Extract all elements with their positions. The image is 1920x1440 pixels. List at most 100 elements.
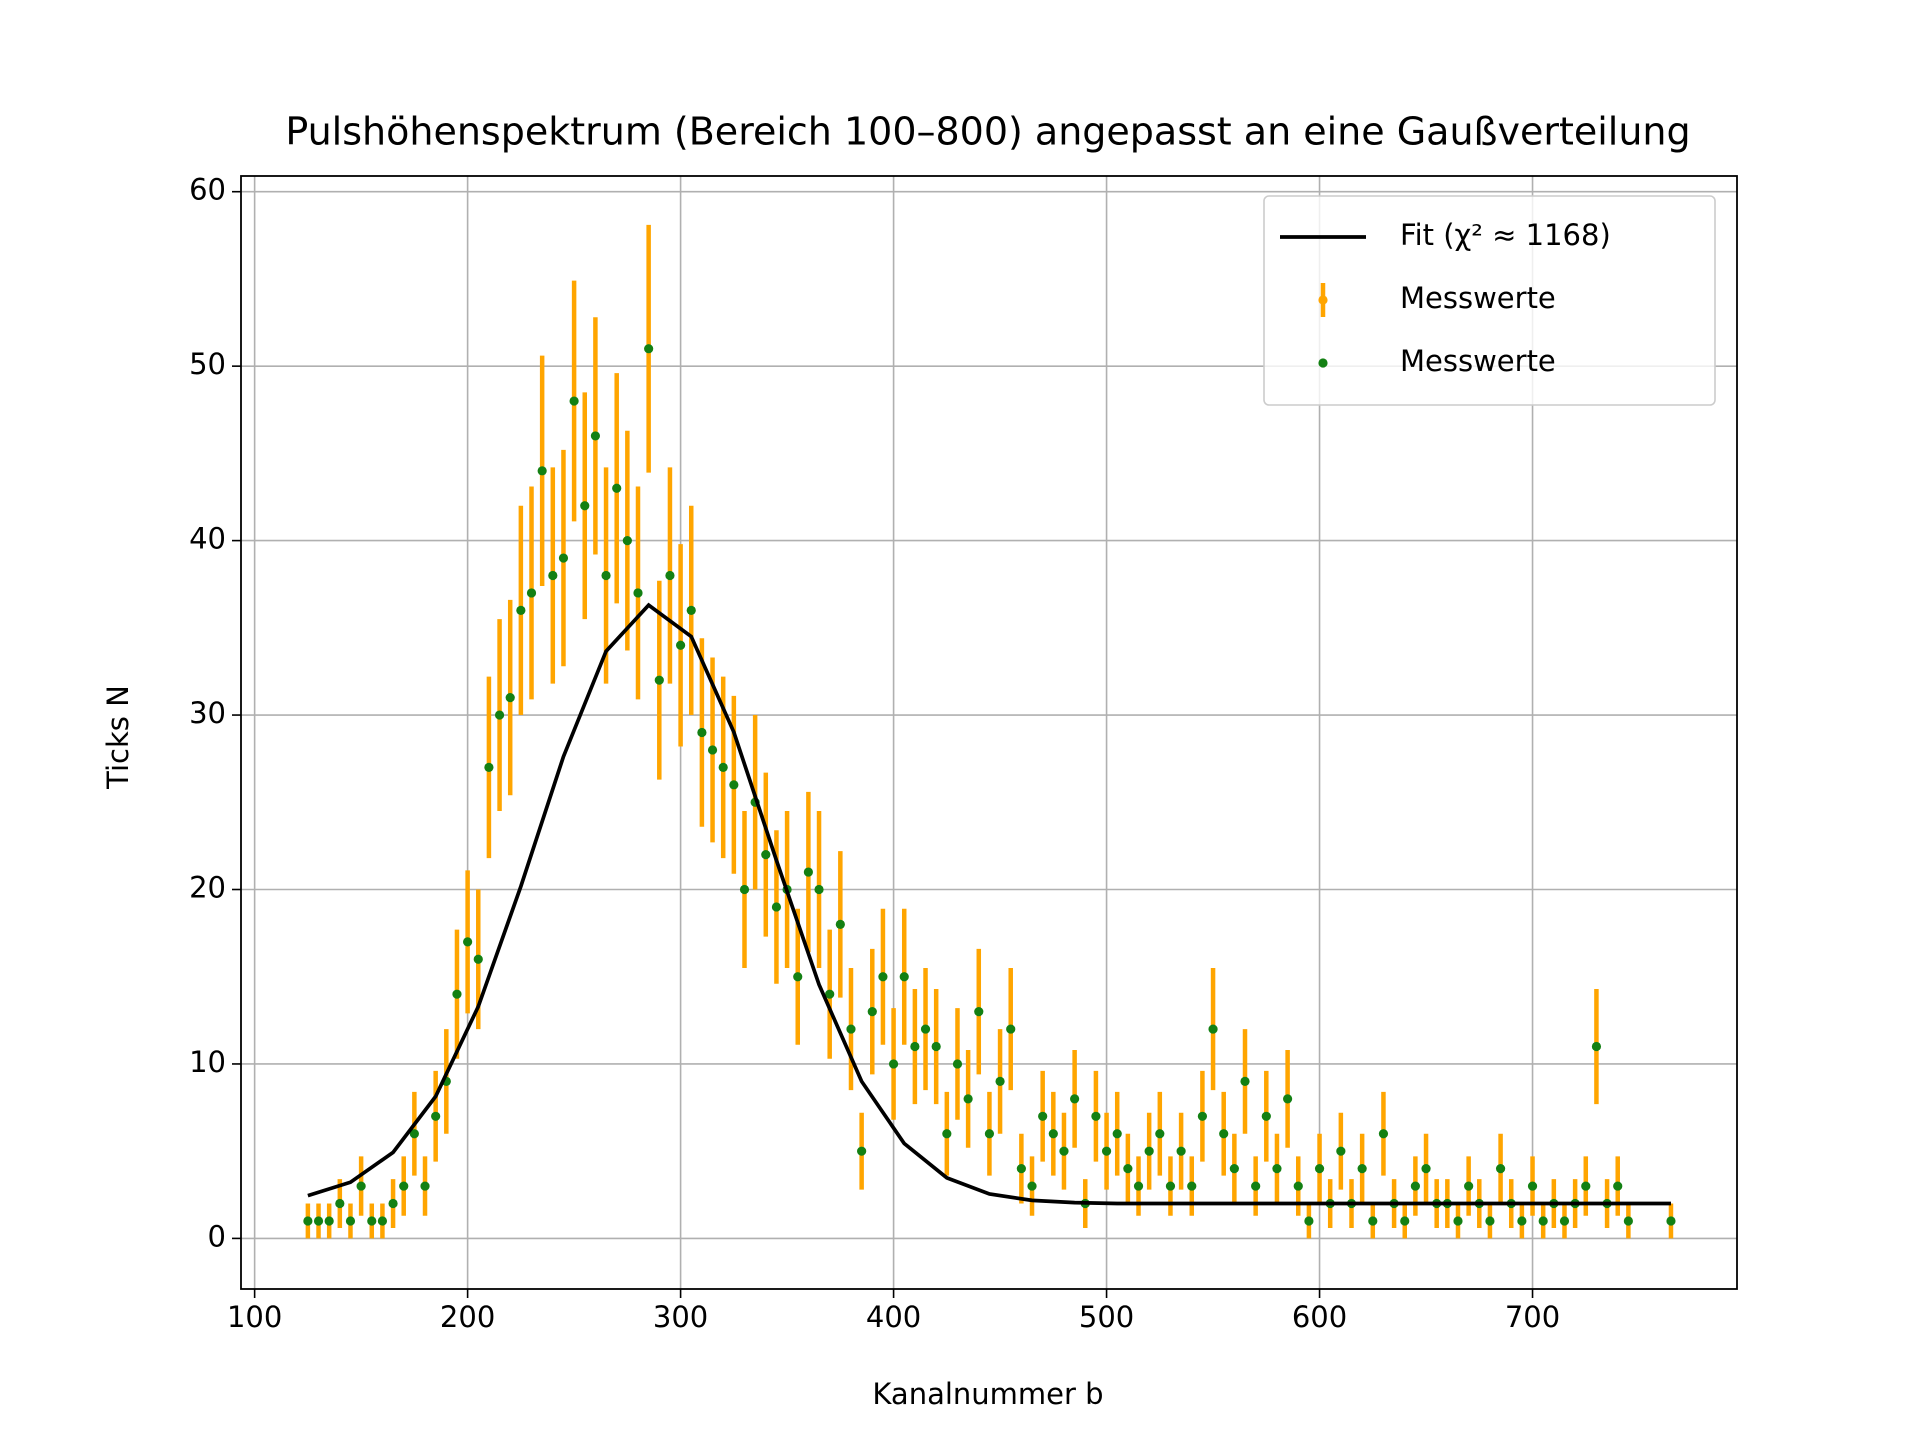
- data-point: [825, 989, 835, 999]
- x-tick-label: 400: [866, 1300, 921, 1334]
- data-point: [463, 937, 473, 947]
- data-point: [814, 884, 824, 895]
- data-point: [857, 1146, 867, 1156]
- data-point: [324, 1216, 334, 1226]
- data-point: [473, 954, 483, 964]
- fit-line: [307, 602, 1671, 1206]
- data-point: [1495, 1164, 1506, 1174]
- data-point: [558, 553, 569, 563]
- y-tick-label: 10: [189, 1045, 226, 1079]
- data-point: [1336, 1146, 1346, 1156]
- data-point: [1261, 1111, 1271, 1121]
- data-point: [984, 1129, 995, 1139]
- y-axis-label: Ticks N: [101, 685, 135, 790]
- axes-frame: [240, 175, 1738, 1290]
- y-tick-label: 50: [189, 347, 226, 381]
- data-point: [367, 1216, 377, 1226]
- data-point: [1219, 1129, 1229, 1139]
- data-point: [1027, 1181, 1037, 1191]
- data-point: [1421, 1164, 1431, 1174]
- data-point: [1613, 1181, 1623, 1191]
- data-point: [622, 536, 632, 546]
- data-point: [931, 1041, 941, 1052]
- data-point: [335, 1198, 345, 1209]
- data-point: [878, 972, 888, 982]
- data-point: [963, 1094, 973, 1104]
- x-tick-label: 100: [227, 1300, 282, 1334]
- x-tick-label: 300: [653, 1300, 708, 1334]
- data-point: [1176, 1146, 1186, 1156]
- data-point: [1240, 1076, 1250, 1087]
- data-point: [1581, 1181, 1591, 1191]
- data-point: [1527, 1181, 1538, 1191]
- data-point: [707, 745, 718, 755]
- data-point: [388, 1198, 398, 1209]
- data-point: [1038, 1111, 1048, 1121]
- data-point: [888, 1059, 899, 1069]
- data-point: [601, 570, 611, 581]
- data-point: [803, 867, 813, 877]
- y-tick-label: 30: [189, 696, 226, 730]
- data-point: [431, 1111, 441, 1121]
- y-tick-label: 0: [208, 1219, 226, 1253]
- data-point: [1251, 1181, 1261, 1191]
- data-point: [644, 344, 654, 354]
- data-point: [1559, 1216, 1570, 1226]
- data-point: [1378, 1129, 1389, 1139]
- data-point: [1304, 1216, 1314, 1226]
- data-point: [1133, 1181, 1144, 1191]
- x-tick-label: 200: [440, 1300, 495, 1334]
- data-point: [867, 1007, 877, 1017]
- data-point: [1101, 1146, 1112, 1156]
- data-point: [974, 1007, 984, 1017]
- x-tick-label: 700: [1505, 1300, 1560, 1334]
- data-point: [1517, 1216, 1527, 1226]
- data-point: [569, 396, 579, 406]
- data-point: [995, 1076, 1005, 1087]
- legend-label: Fit (χ² ≈ 1168): [1400, 218, 1611, 252]
- data-point: [1187, 1181, 1197, 1191]
- data-point: [1666, 1216, 1676, 1226]
- data-point: [526, 588, 537, 598]
- data-point: [1272, 1164, 1282, 1174]
- data-point: [1464, 1181, 1474, 1191]
- data-point: [739, 884, 750, 895]
- data-point: [580, 501, 590, 511]
- data-point: [399, 1181, 409, 1191]
- legend-handle: [1318, 295, 1328, 305]
- data-point: [356, 1181, 366, 1191]
- data-point: [516, 605, 526, 615]
- data-point: [537, 466, 547, 476]
- data-point: [1048, 1129, 1058, 1139]
- data-point: [1016, 1164, 1026, 1174]
- data-point: [345, 1216, 356, 1226]
- data-point: [942, 1129, 952, 1139]
- data-point: [590, 431, 601, 441]
- data-point: [1453, 1216, 1463, 1226]
- data-point: [846, 1024, 856, 1034]
- data-point: [1591, 1041, 1602, 1052]
- x-tick-label: 500: [1079, 1300, 1134, 1334]
- data-point: [452, 989, 462, 999]
- data-point: [665, 570, 675, 581]
- data-point: [675, 640, 686, 650]
- legend-box: [1263, 195, 1716, 406]
- data-point: [313, 1216, 324, 1226]
- data-point: [1112, 1129, 1122, 1139]
- data-point: [420, 1181, 430, 1191]
- data-point: [1410, 1181, 1420, 1191]
- data-point: [1283, 1094, 1293, 1104]
- data-point: [612, 483, 622, 493]
- data-point: [1357, 1164, 1367, 1174]
- data-point: [920, 1024, 931, 1034]
- data-point: [1197, 1111, 1208, 1121]
- data-point: [952, 1059, 963, 1069]
- data-point: [505, 693, 515, 703]
- data-point: [1623, 1216, 1633, 1226]
- data-point: [697, 727, 707, 738]
- data-point: [1155, 1129, 1165, 1139]
- data-point: [1229, 1164, 1239, 1174]
- x-axis-label: Kanalnummer b: [872, 1377, 1103, 1411]
- data-point: [1006, 1024, 1016, 1034]
- data-point: [654, 675, 664, 685]
